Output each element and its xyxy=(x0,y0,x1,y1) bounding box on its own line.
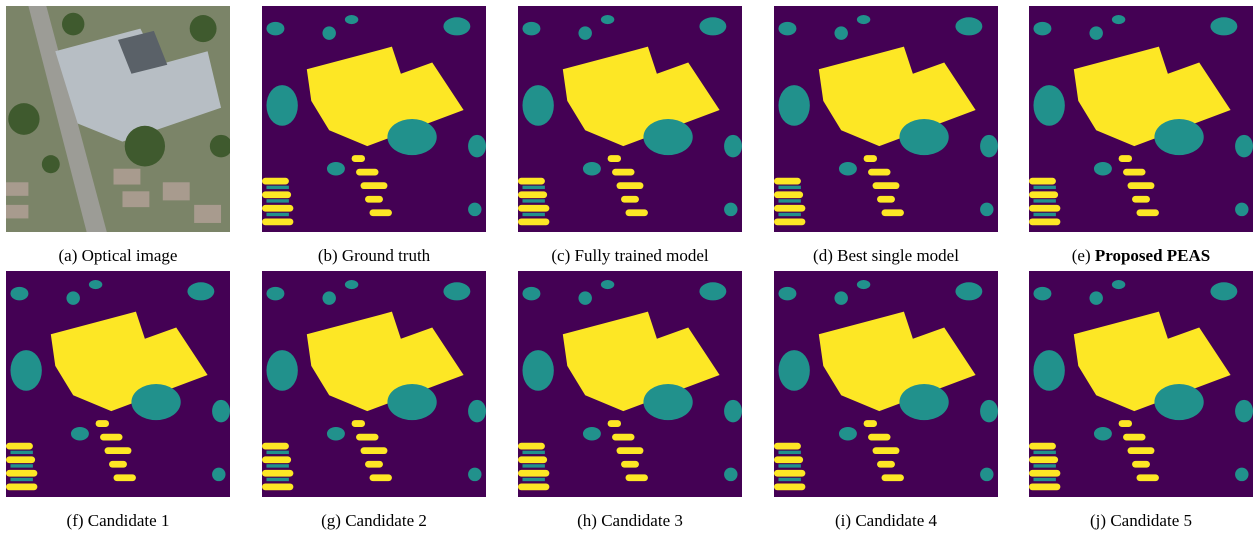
panel: (j) Candidate 5 xyxy=(1029,271,1253,531)
panel: (c) Fully trained model xyxy=(518,6,742,266)
panel: (h) Candidate 3 xyxy=(518,271,742,531)
caption: (f) Candidate 1 xyxy=(6,511,230,531)
caption-text: Optical image xyxy=(82,246,178,265)
segmentation-map xyxy=(6,271,230,497)
panel: (f) Candidate 1 xyxy=(6,271,230,531)
caption-text: Fully trained model xyxy=(575,246,709,265)
caption: (c) Fully trained model xyxy=(518,246,742,266)
segmentation-map xyxy=(774,271,998,497)
panel: (g) Candidate 2 xyxy=(262,271,486,531)
caption-text: Candidate 4 xyxy=(855,511,937,530)
panel: (e) Proposed PEAS xyxy=(1029,6,1253,266)
caption-label: (b) xyxy=(318,246,338,265)
segmentation-map xyxy=(1029,271,1253,497)
caption: (i) Candidate 4 xyxy=(774,511,998,531)
figure: (a) Optical image (b) Ground truth (c) Ful… xyxy=(0,0,1253,533)
caption-label: (c) xyxy=(551,246,570,265)
caption-label: (j) xyxy=(1090,511,1106,530)
caption-label: (d) xyxy=(813,246,833,265)
caption: (j) Candidate 5 xyxy=(1029,511,1253,531)
caption: (g) Candidate 2 xyxy=(262,511,486,531)
caption-text: Ground truth xyxy=(342,246,430,265)
caption-text: Candidate 2 xyxy=(345,511,427,530)
optical-image xyxy=(6,6,230,232)
caption: (e) Proposed PEAS xyxy=(1029,246,1253,266)
panel: (b) Ground truth xyxy=(262,6,486,266)
caption-label: (h) xyxy=(577,511,597,530)
caption: (d) Best single model xyxy=(774,246,998,266)
caption-label: (i) xyxy=(835,511,851,530)
panel: (a) Optical image xyxy=(6,6,230,266)
caption-text: Proposed PEAS xyxy=(1095,246,1210,265)
panel: (i) Candidate 4 xyxy=(774,271,998,531)
caption: (b) Ground truth xyxy=(262,246,486,266)
caption: (a) Optical image xyxy=(6,246,230,266)
segmentation-map xyxy=(262,271,486,497)
segmentation-map xyxy=(1029,6,1253,232)
caption-text: Candidate 5 xyxy=(1110,511,1192,530)
caption-text: Candidate 1 xyxy=(88,511,170,530)
segmentation-map xyxy=(518,271,742,497)
caption-label: (e) xyxy=(1072,246,1091,265)
segmentation-map xyxy=(518,6,742,232)
caption-text: Best single model xyxy=(837,246,959,265)
caption-label: (a) xyxy=(59,246,78,265)
caption-label: (g) xyxy=(321,511,341,530)
caption: (h) Candidate 3 xyxy=(518,511,742,531)
panel: (d) Best single model xyxy=(774,6,998,266)
caption-label: (f) xyxy=(67,511,84,530)
caption-text: Candidate 3 xyxy=(601,511,683,530)
segmentation-map xyxy=(262,6,486,232)
segmentation-map xyxy=(774,6,998,232)
